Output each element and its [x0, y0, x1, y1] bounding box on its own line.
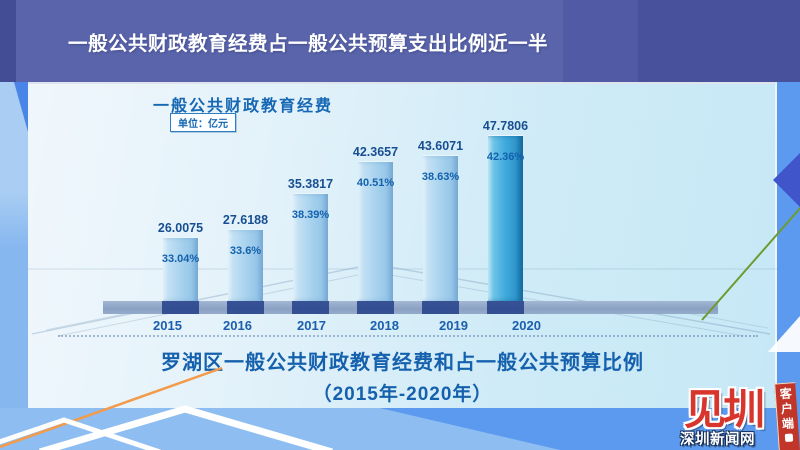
background-right-strip	[777, 82, 800, 408]
year-label-2019: 2019	[439, 318, 468, 333]
year-label-2017: 2017	[297, 318, 326, 333]
ruler-dotted-line	[58, 335, 758, 337]
bar-2015: 33.04%	[161, 237, 200, 301]
caption-line-1: 罗湖区一般公共财政教育经费和占一般公共预算比例	[161, 352, 644, 374]
platform-shadow-2016	[227, 301, 264, 314]
ribbon-seal-icon	[784, 433, 794, 443]
value-label-2017: 35.3817	[287, 177, 334, 191]
year-label-2016: 2016	[223, 318, 252, 333]
percent-label-2016: 33.6%	[229, 245, 262, 257]
platform-shadow-2019	[422, 301, 459, 314]
client-app-ribbon: 客户端	[774, 382, 800, 450]
page-title: 一般公共财政教育经费占一般公共预算支出比例近一半	[68, 32, 549, 55]
platform-shadow-2017	[292, 301, 329, 314]
bar-2016: 33.6%	[228, 229, 263, 301]
percent-label-2015: 33.04%	[161, 253, 200, 265]
chart-panel: 一般公共财政教育经费 单位：亿元 33.04% 26.0075 2015 33.6% 2…	[28, 82, 777, 408]
chart-title: 一般公共财政教育经费	[153, 98, 334, 115]
bar-2019: 38.63%	[421, 155, 460, 301]
value-label-2015: 26.0075	[157, 221, 204, 235]
ribbon-char: 户	[780, 401, 794, 417]
platform-shadow-2018	[357, 301, 394, 314]
caption-line-2: （2015年-2020年）	[312, 384, 493, 405]
year-label-2018: 2018	[370, 318, 399, 333]
value-label-2018: 42.3657	[352, 145, 399, 159]
year-label-2015: 2015	[153, 318, 182, 333]
percent-label-2019: 38.63%	[421, 171, 460, 183]
year-label-2020: 2020	[512, 318, 541, 333]
chart-caption: 罗湖区一般公共财政教育经费和占一般公共预算比例 （2015年-2020年）	[28, 346, 777, 406]
banner-right-band	[638, 0, 800, 82]
title-banner	[0, 0, 800, 82]
chart-baseline-platform	[103, 301, 718, 314]
percent-label-2017: 38.39%	[291, 209, 330, 221]
percent-label-2020: 42.36%	[486, 151, 525, 163]
unit-label: 单位：亿元	[170, 113, 236, 132]
sznews-logo: 见圳 深圳新闻网 客户端	[678, 380, 800, 450]
bar-2017: 38.39%	[291, 193, 330, 301]
percent-label-2018: 40.51%	[356, 177, 395, 189]
bars-layer: 33.04% 26.0075 2015 33.6% 27.6188 2016 38.39% 3…	[28, 84, 777, 410]
value-label-2016: 27.6188	[222, 213, 269, 227]
background-left-strip	[0, 82, 28, 450]
banner-mid-band	[563, 0, 638, 82]
ribbon-char: 端	[781, 416, 795, 432]
ribbon-char: 客	[779, 386, 793, 402]
sznews-site-name: 深圳新闻网	[680, 432, 755, 448]
sznews-logo-mark: 见圳	[684, 386, 765, 433]
platform-shadow-2015	[162, 301, 199, 314]
value-label-2020: 47.7806	[482, 119, 529, 133]
platform-shadow-2020	[487, 301, 524, 314]
banner-dark-sliver	[0, 0, 16, 82]
bar-2020: 42.36%	[486, 135, 525, 301]
bar-2018: 40.51%	[356, 161, 395, 301]
value-label-2019: 43.6071	[417, 139, 464, 153]
